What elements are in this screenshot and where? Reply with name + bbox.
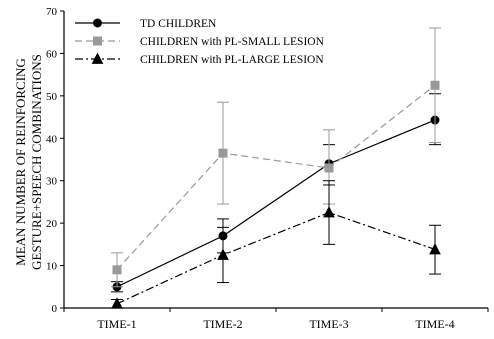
- legend-label: CHILDREN with PL-LARGE LESION: [140, 54, 324, 66]
- y-tick-label: 70: [46, 6, 58, 18]
- legend-label: TD CHILDREN: [140, 18, 217, 30]
- series-layer: [111, 27, 441, 309]
- x-tick-label: TIME-3: [309, 317, 348, 331]
- legend-item-2: CHILDREN with PL-SMALL LESION: [75, 36, 325, 48]
- chart-axes: 0 10 20 30 40 50 60 70 TIME-1 TIME-2 TIME-3 TIME-4: [46, 6, 489, 331]
- data-point: [111, 297, 123, 309]
- data-point: [429, 242, 441, 255]
- y-axis-title-line-1: MEAN NUMBER OF REINFORCING: [13, 58, 28, 266]
- legend: TD CHILDREN CHILDREN with PL-SMALL LESION…: [75, 18, 325, 66]
- x-tick-label: TIME-4: [415, 317, 454, 331]
- data-point: [217, 248, 229, 260]
- legend-marker: [91, 52, 104, 64]
- data-point: [218, 148, 228, 158]
- legend-label: CHILDREN with PL-SMALL LESION: [140, 36, 325, 48]
- y-tick-label: 30: [46, 176, 58, 188]
- series-2: [111, 27, 441, 288]
- data-point: [324, 163, 334, 173]
- x-tick-label: TIME-2: [203, 317, 242, 331]
- data-point: [323, 206, 335, 218]
- legend-marker: [93, 36, 102, 46]
- series-line: [116, 84, 436, 271]
- y-tick-label: 10: [46, 261, 58, 273]
- series-line: [116, 211, 436, 305]
- y-tick-label: 0: [52, 303, 58, 315]
- data-point: [430, 80, 440, 90]
- x-tick-label: TIME-1: [97, 317, 136, 331]
- data-point: [112, 265, 122, 275]
- y-tick-label: 40: [46, 133, 58, 145]
- legend-item-3: CHILDREN with PL-LARGE LESION: [75, 52, 324, 66]
- y-tick-label: 50: [46, 91, 58, 103]
- y-axis-title: MEAN NUMBER OF REINFORCING GESTURE+SPEEC…: [13, 54, 44, 270]
- series-line: [116, 119, 436, 288]
- y-tick-label: 20: [46, 218, 58, 230]
- legend-item-1: TD CHILDREN: [75, 18, 217, 30]
- series-1: [111, 93, 441, 293]
- legend-marker: [93, 18, 102, 28]
- series-3: [111, 180, 441, 309]
- y-tick-label: 60: [46, 48, 58, 60]
- y-axis-title-line-2: GESTURE+SPEECH COMBINATIONS: [29, 54, 44, 270]
